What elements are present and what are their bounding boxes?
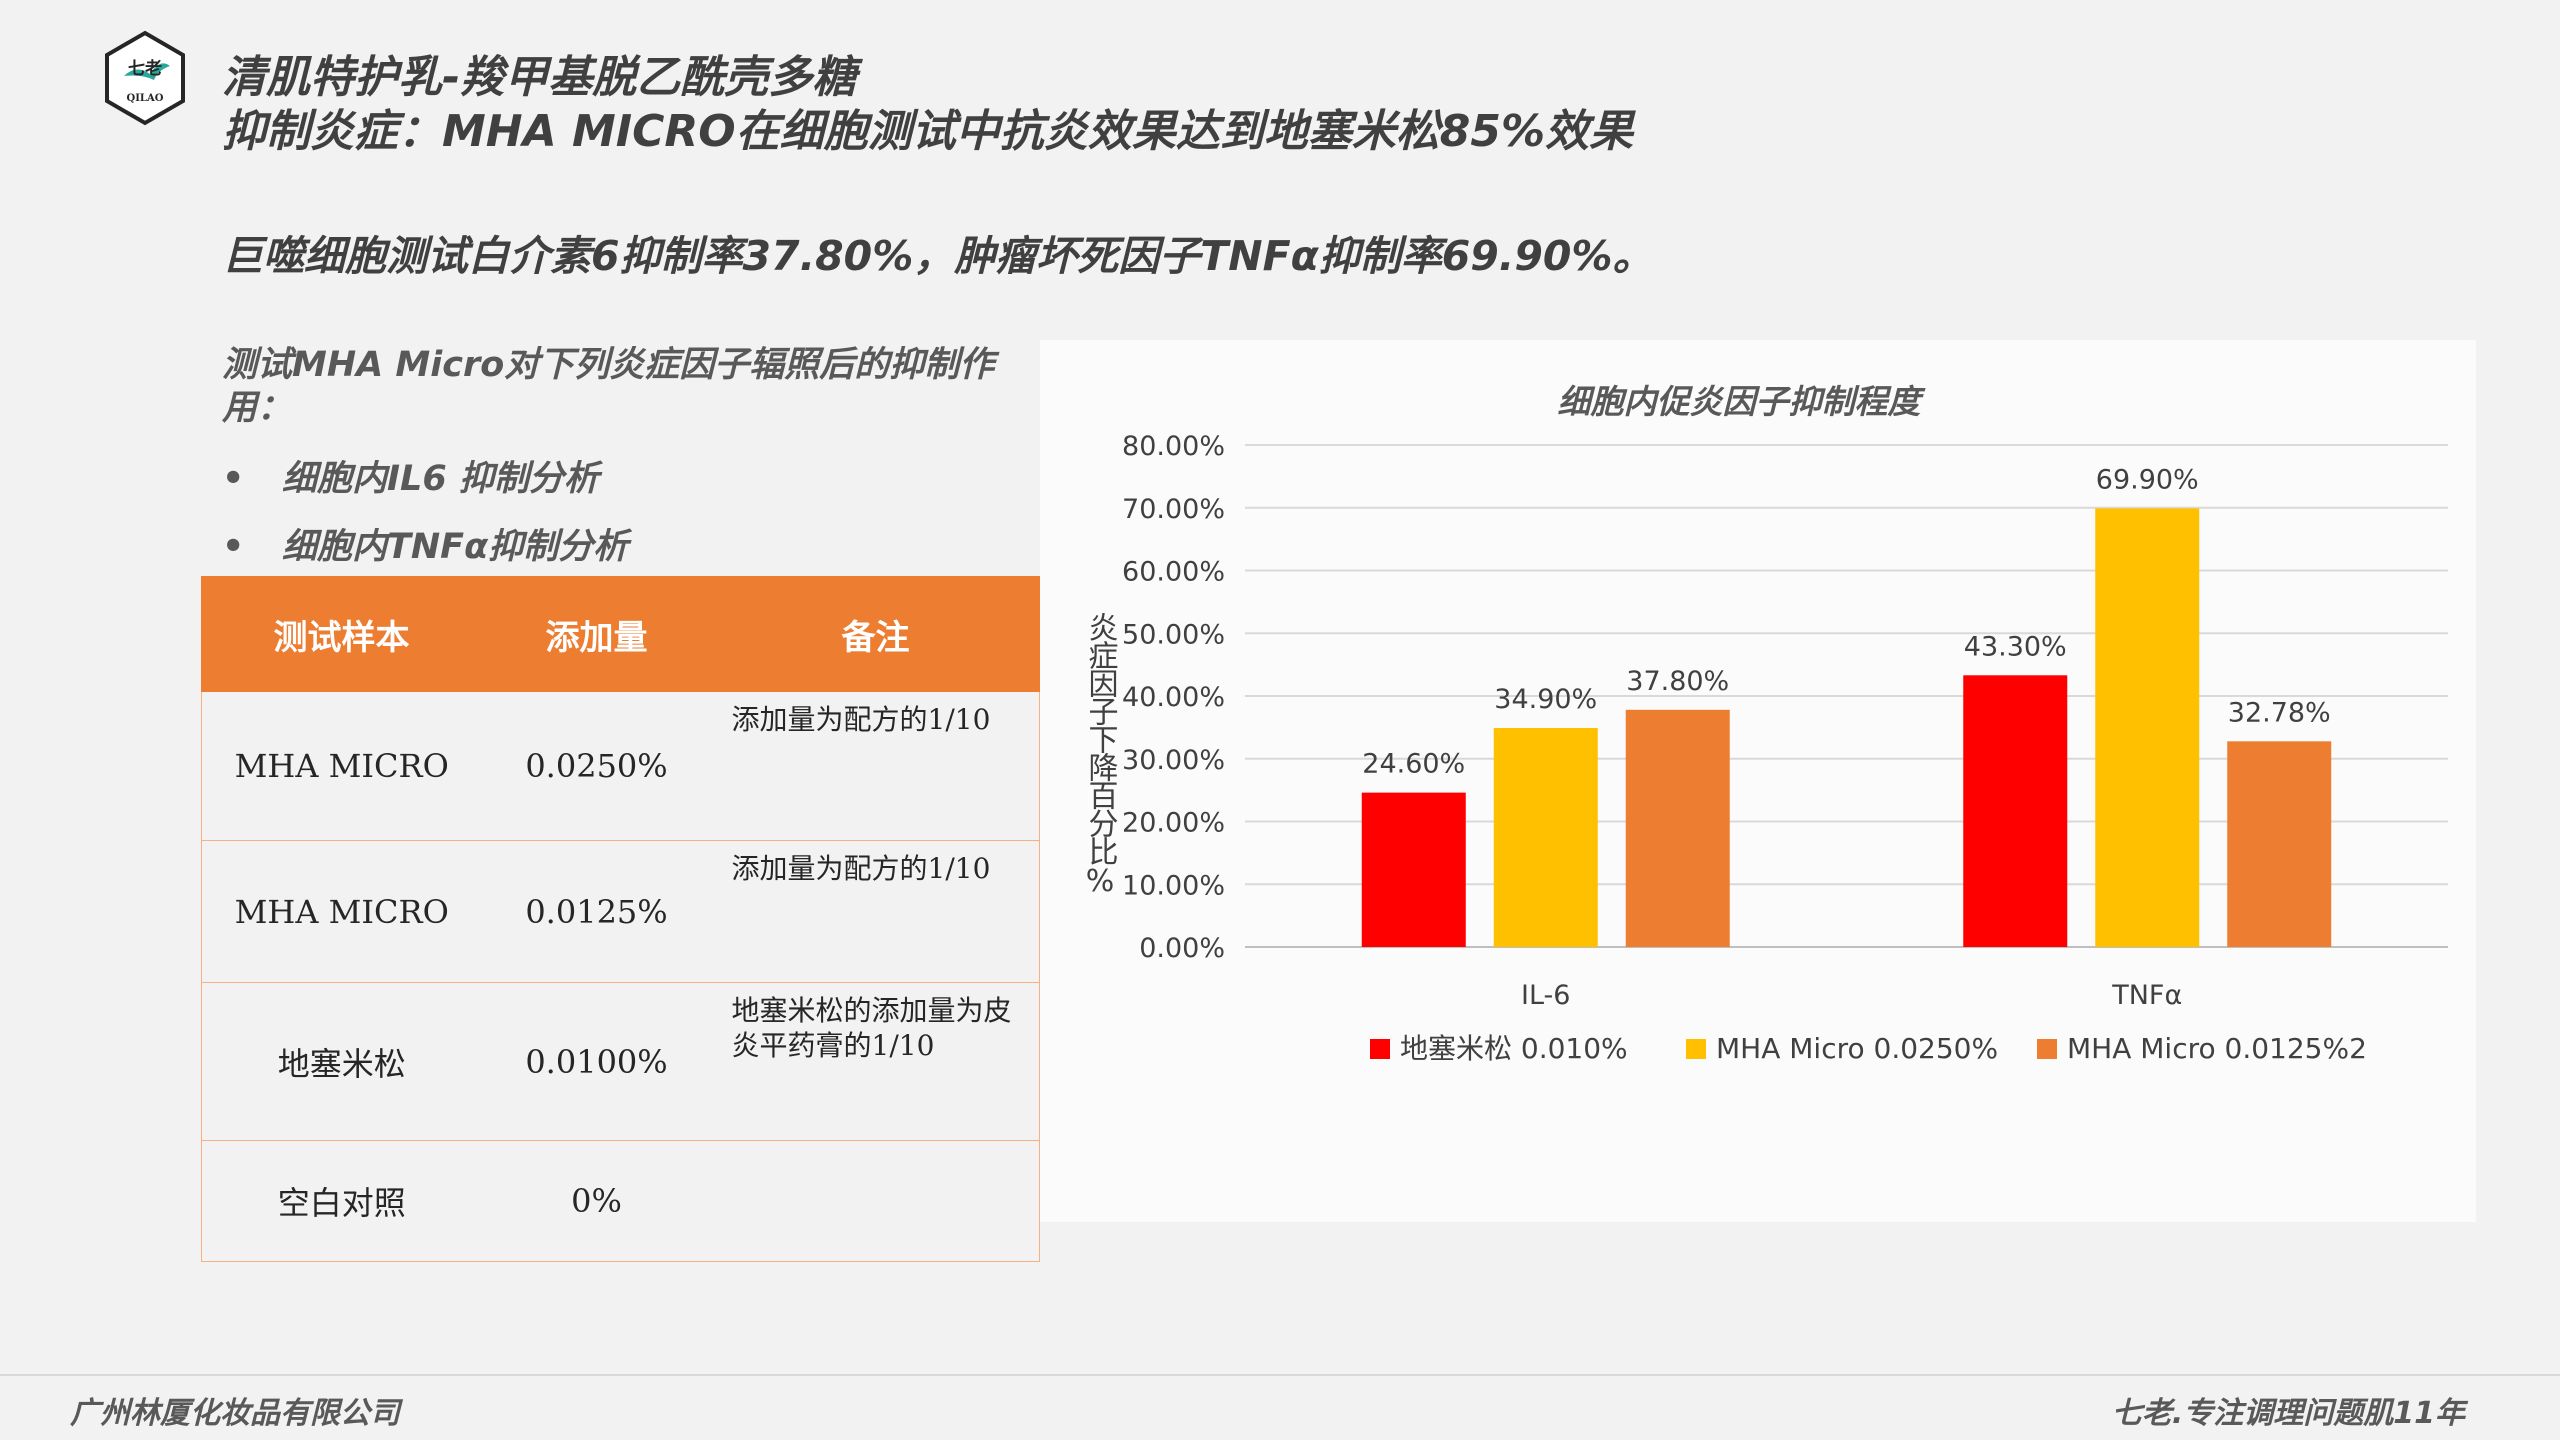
header-amount: 添加量 [481,576,712,692]
bullet-item: • 细胞内TNFα抑制分析 [222,518,628,569]
cell-note: 地塞米松的添加量为皮炎平药膏的1/10 [711,982,1040,1141]
footer-divider [0,1374,2560,1376]
bullet-dot-icon: • [222,527,245,567]
y-axis-label: 炎症因子下降百分比% [1083,612,1119,897]
legend-swatch [1686,1039,1706,1059]
bullet-dot-icon: • [222,459,245,499]
table-row: MHA MICRO 0.0250% 添加量为配方的1/10 [201,691,1040,841]
bar-il6-series-2 [1625,709,1730,947]
bar-tnf-series-2 [2227,741,2332,947]
table-row: 地塞米松 0.0100% 地塞米松的添加量为皮炎平药膏的1/10 [201,982,1040,1141]
cell-amount: 0.0250% [481,691,712,841]
y-tick-label: 0.00% [1139,933,1225,964]
cell-note: 添加量为配方的1/10 [711,691,1040,841]
legend-label: MHA Micro 0.0250% [1716,1032,1998,1065]
data-label: 34.90% [1494,684,1597,715]
logo-text-top: 七老 [128,58,162,79]
table-row: MHA MICRO 0.0125% 添加量为配方的1/10 [201,840,1040,983]
y-tick-label: 50.00% [1122,619,1225,650]
y-tick-label: 20.00% [1122,808,1225,839]
table-header-row: 测试样本 添加量 备注 [201,576,1040,692]
data-label: 24.60% [1362,749,1465,780]
chart-title: 细胞内促炎因子抑制程度 [1558,382,1927,421]
intro-text: 测试MHA Micro对下列炎症因子辐照后的抑制作用： [222,345,995,428]
y-tick-label: 70.00% [1122,494,1225,525]
legend-label: 地塞米松 0.010% [1400,1032,1628,1065]
bar-chart: 0.00% 10.00% 20.00% 30.00% 40.00% 50.00% 60.00… [1083,382,2448,1065]
cell-amount: 0.0125% [481,840,712,983]
cell-sample: MHA MICRO [201,691,482,841]
bar-tnf-series-1 [2095,508,2200,947]
page-headline: 抑制炎症：MHA MICRO在细胞测试中抗炎效果达到地塞米松85%效果 [222,106,1634,157]
cell-note [711,1140,1040,1262]
cell-sample: 空白对照 [201,1140,482,1262]
x-tick-label: IL-6 [1521,980,1570,1011]
footer-company: 广州林厦化妆品有限公司 [70,1396,400,1431]
bar-il6-series-0 [1361,792,1466,947]
data-label: 69.90% [2096,464,2199,495]
legend-label: MHA Micro 0.0125%2 [2067,1032,2367,1065]
company-logo: 七老 QILAO [102,30,188,126]
data-label: 43.30% [1964,631,2067,662]
data-label: 32.78% [2228,697,2331,728]
bullet-item: • 细胞内IL6 抑制分析 [222,450,599,501]
page-subtitle: 巨噬细胞测试白介素6抑制率37.80%，肿瘤坏死因子TNFα抑制率69.90%。 [222,232,1654,280]
bullet-label: 细胞内IL6 抑制分析 [282,459,599,499]
cell-sample: 地塞米松 [201,982,482,1141]
x-tick-label: TNFα [2111,980,2182,1011]
legend-swatch [1370,1039,1390,1059]
logo-text-bottom: QILAO [127,93,164,104]
header-sample: 测试样本 [201,576,482,692]
header-note: 备注 [711,576,1040,692]
bullet-label: 细胞内TNFα抑制分析 [282,527,629,567]
table-row: 空白对照 0% [201,1140,1040,1262]
y-tick-label: 60.00% [1122,557,1225,588]
bar-il6-series-1 [1493,728,1598,947]
test-sample-table: 测试样本 添加量 备注 MHA MICRO 0.0250% 添加量为配方的1/1… [201,576,1040,1262]
footer-slogan: 七老.专注调理问题肌11年 [2111,1396,2465,1431]
legend-swatch [2037,1039,2057,1059]
bar-tnf-series-0 [1963,675,2068,947]
cell-amount: 0% [481,1140,712,1262]
cell-amount: 0.0100% [481,982,712,1141]
cell-sample: MHA MICRO [201,840,482,983]
y-tick-label: 40.00% [1122,682,1225,713]
cell-note: 添加量为配方的1/10 [711,840,1040,983]
page-title: 清肌特护乳-羧甲基脱乙酰壳多糖 [222,52,857,103]
y-tick-label: 80.00% [1122,431,1225,462]
data-label: 37.80% [1626,666,1729,697]
y-tick-label: 10.00% [1122,870,1225,901]
y-tick-label: 30.00% [1122,745,1225,776]
